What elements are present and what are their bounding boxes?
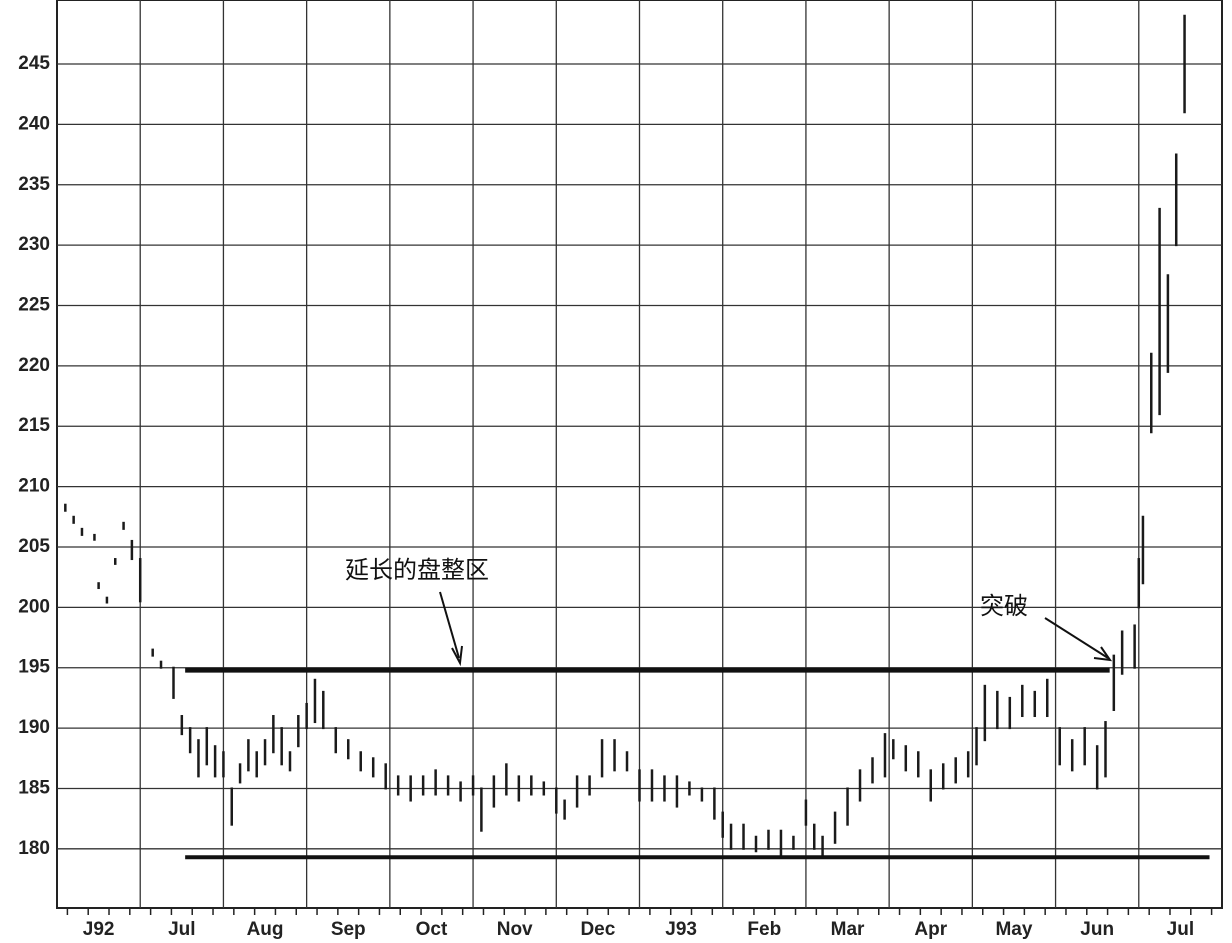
x-tick-label: Mar [831,919,865,940]
annotation-arrowhead [451,645,463,667]
x-tick-label: Dec [580,919,615,940]
x-tick-label: Jul [168,919,195,940]
y-tick-label: 245 [18,53,50,74]
annotation: 延长的盘整区 [345,556,489,584]
marks [64,14,1210,860]
x-tick-label: Jul [1167,919,1194,940]
x-tick-label: Apr [914,919,947,940]
x-tick-label: Sep [331,919,366,940]
x-tick-label: J92 [83,919,115,940]
y-tick-label: 200 [18,596,50,617]
x-tick-label: Feb [747,919,781,940]
y-tick-label: 205 [18,536,50,557]
y-tick-label: 240 [18,113,50,134]
x-tick-label: Jun [1080,919,1114,940]
y-tick-label: 185 [18,777,50,798]
y-tick-label: 225 [18,294,50,315]
y-tick-label: 215 [18,415,50,436]
grid [57,0,1222,908]
x-tick-label: Oct [416,919,448,940]
x-tick-label: May [995,919,1032,940]
x-tick-label: Nov [497,919,533,940]
y-tick-label: 230 [18,234,50,255]
y-tick-label: 190 [18,717,50,738]
annotation-arrow [439,591,460,659]
y-tick-label: 210 [18,476,50,497]
y-tick-label: 220 [18,355,50,376]
x-tick-label: J93 [665,919,697,940]
annotation: 突破 [980,592,1028,620]
x-tick-label: Aug [247,919,284,940]
annotation-arrow [1044,617,1109,659]
y-tick-label: 235 [18,174,50,195]
y-tick-label: 180 [18,838,50,859]
y-tick-label: 195 [18,657,50,678]
annotation-arrowhead [1093,646,1113,662]
